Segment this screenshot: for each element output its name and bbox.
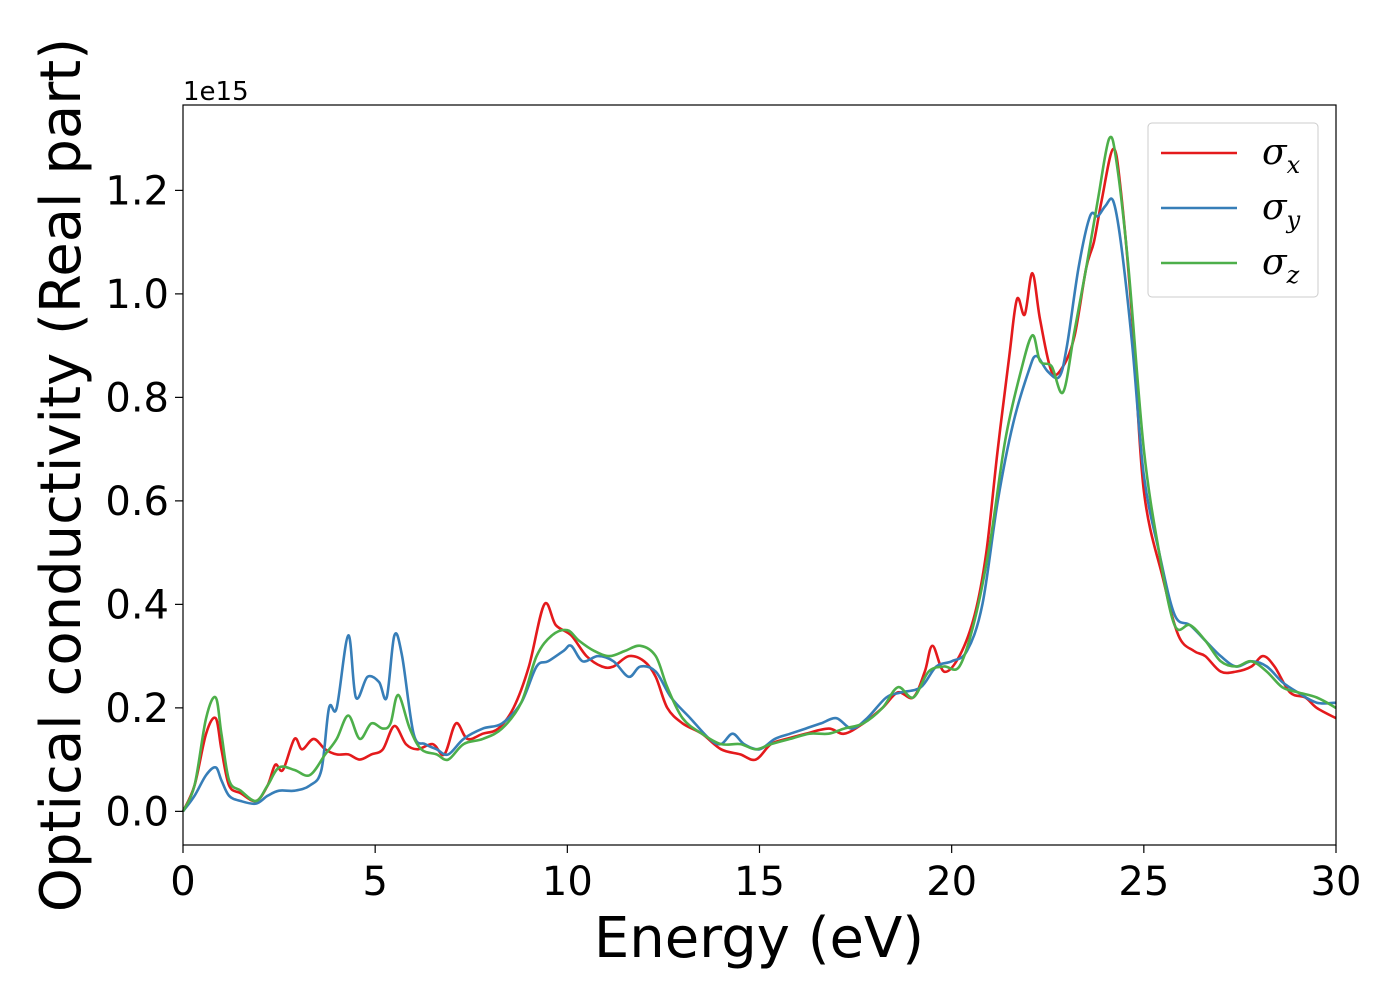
legend-box bbox=[1147, 122, 1319, 298]
x-axis-label: Energy (eV) bbox=[594, 906, 924, 971]
series-layer bbox=[181, 135, 1337, 813]
y-tick-label: 1.0 bbox=[105, 272, 169, 318]
y-tick-label: 0.0 bbox=[105, 789, 169, 835]
legend-label-z: σz bbox=[1262, 242, 1300, 289]
series-line-y bbox=[181, 197, 1337, 813]
y-tick-label: 0.2 bbox=[105, 686, 169, 732]
y-axis: 0.0 0.2 0.4 0.6 0.8 1.0 1.2 bbox=[105, 168, 183, 835]
x-tick-label: 15 bbox=[734, 859, 785, 905]
y-tick-label: 0.8 bbox=[105, 375, 169, 421]
x-tick-label: 0 bbox=[170, 859, 195, 905]
x-axis: 0 5 10 15 20 25 30 bbox=[170, 845, 1361, 905]
y-tick-label: 0.4 bbox=[105, 582, 169, 628]
x-tick-label: 5 bbox=[362, 859, 387, 905]
y-tick-label: 0.6 bbox=[105, 479, 169, 525]
x-tick-label: 30 bbox=[1311, 859, 1362, 905]
x-tick-label: 10 bbox=[542, 859, 593, 905]
y-offset-label: 1e15 bbox=[183, 77, 249, 107]
x-tick-label: 25 bbox=[1118, 859, 1169, 905]
series-line-z bbox=[181, 135, 1337, 812]
y-tick-label: 1.2 bbox=[105, 168, 169, 214]
y-axis-label: Optical conductivity (Real part) bbox=[29, 38, 94, 912]
x-tick-label: 20 bbox=[926, 859, 977, 905]
